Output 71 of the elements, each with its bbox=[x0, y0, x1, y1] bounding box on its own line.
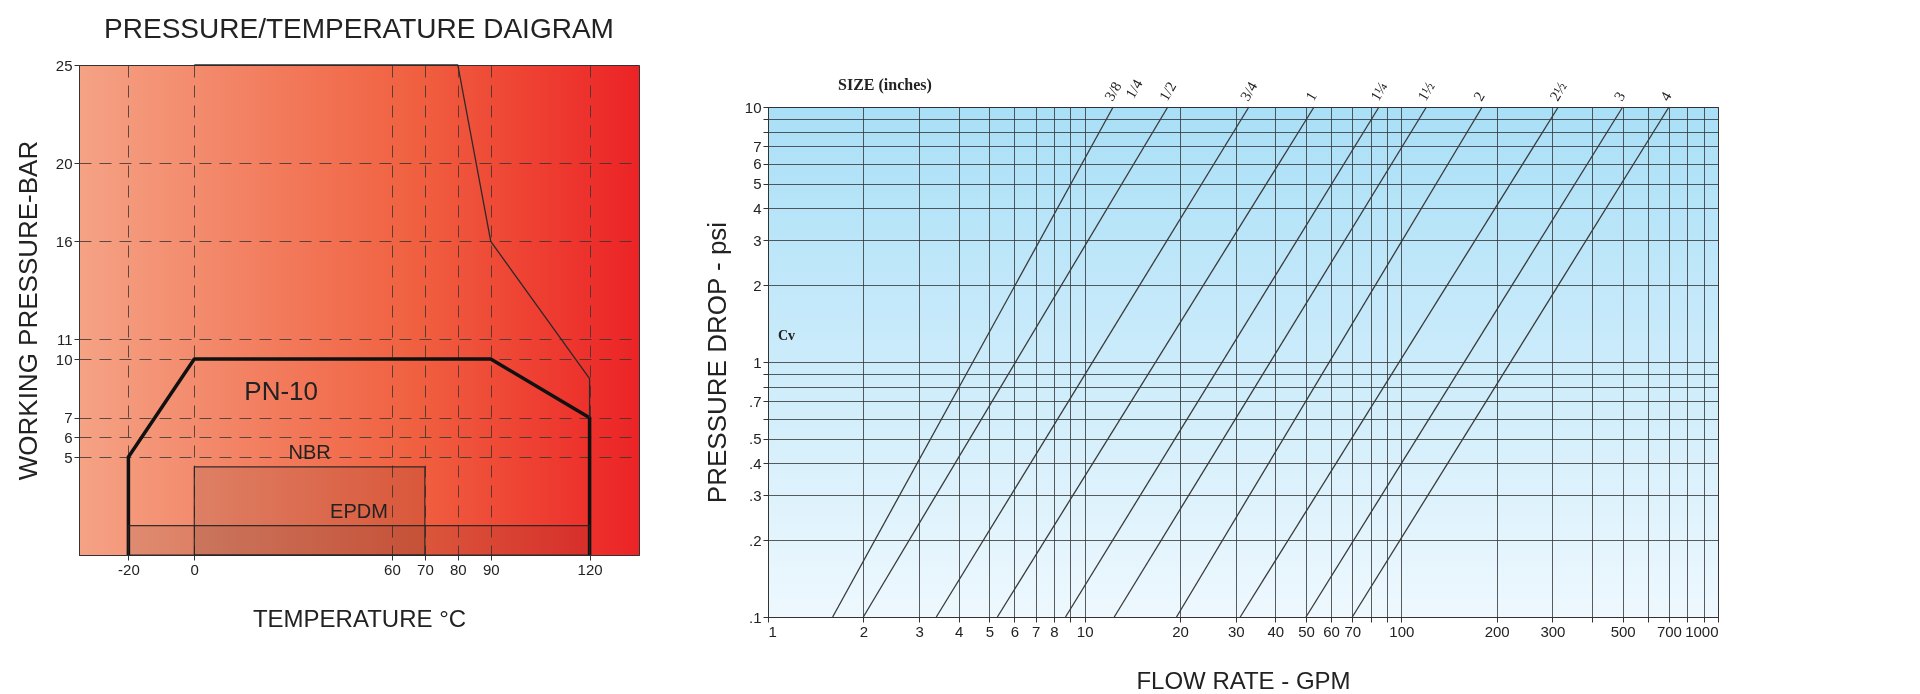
text: 1¼ bbox=[1367, 79, 1391, 104]
x-tick-label: 50 bbox=[1298, 622, 1315, 640]
x-tick-label: 10 bbox=[1076, 622, 1094, 640]
x-tick-label: 60 bbox=[384, 560, 401, 578]
x-tick-label: 1 bbox=[768, 622, 777, 640]
text: 3 bbox=[1610, 89, 1629, 104]
x-tick-label: 700 bbox=[1656, 622, 1682, 640]
text: 1 bbox=[1302, 89, 1320, 104]
x-tick-label: 70 bbox=[1344, 622, 1362, 640]
x-tick-label: 300 bbox=[1540, 622, 1566, 640]
x-tick-label: 100 bbox=[1389, 622, 1415, 640]
band-label: NBR bbox=[288, 440, 331, 463]
y-tick-label: 4 bbox=[753, 199, 762, 217]
band-label: EPDM bbox=[330, 499, 388, 522]
x-tick-label: 20 bbox=[1172, 622, 1189, 640]
x-tick-label: 2 bbox=[859, 622, 868, 640]
y-tick-label: 2 bbox=[753, 276, 762, 294]
x-tick-label: 40 bbox=[1267, 622, 1285, 640]
annotation: Cv bbox=[778, 328, 796, 343]
x-tick-label: 80 bbox=[449, 560, 467, 578]
y-tick-label: 1 bbox=[753, 353, 762, 371]
x-tick-label: 60 bbox=[1323, 622, 1340, 640]
y-tick-label: 25 bbox=[55, 56, 73, 74]
y-tick-label: .3 bbox=[748, 486, 762, 504]
y-tick-label: 11 bbox=[56, 330, 73, 348]
x-tick-label: 200 bbox=[1484, 622, 1510, 640]
y-tick-label: .2 bbox=[748, 531, 762, 549]
text: 3/8 bbox=[1101, 78, 1125, 104]
text: 1/2 bbox=[1155, 78, 1180, 104]
y-tick-label: .4 bbox=[748, 454, 762, 472]
y-tick-label: .1 bbox=[748, 608, 762, 626]
y-tick-label: 20 bbox=[55, 154, 73, 172]
text: 2 bbox=[1470, 89, 1488, 104]
x-axis-title: TEMPERATURE °C bbox=[252, 604, 467, 632]
y-tick-label: 3 bbox=[753, 231, 762, 249]
y-axis-title: PRESSURE DROP - psi bbox=[701, 221, 732, 504]
x-tick-label: 6 bbox=[1010, 622, 1020, 640]
y-tick-label: .7 bbox=[748, 393, 762, 410]
x-tick-label: 30 bbox=[1227, 622, 1245, 640]
text: 4 bbox=[1657, 88, 1675, 104]
y-axis-title: WORKING PRESSURE-BAR bbox=[12, 140, 43, 481]
series-label: PN-10 bbox=[244, 376, 318, 406]
x-tick-label: 70 bbox=[417, 560, 434, 578]
x-tick-label: 120 bbox=[577, 560, 603, 578]
text: SIZE (inches) bbox=[838, 76, 932, 94]
text: 3/4 bbox=[1237, 78, 1261, 104]
y-tick-label: 6 bbox=[753, 155, 762, 173]
x-axis-title: FLOW RATE - GPM bbox=[1136, 666, 1351, 694]
y-tick-label: 6 bbox=[64, 428, 73, 446]
x-tick-label: 1000 bbox=[1685, 622, 1719, 640]
y-tick-label: 7 bbox=[64, 409, 73, 427]
x-tick-label: 0 bbox=[190, 560, 199, 578]
y-tick-label: 16 bbox=[55, 232, 73, 250]
x-tick-label: 5 bbox=[985, 622, 995, 640]
x-tick-label: 90 bbox=[482, 560, 500, 578]
x-tick-label: 8 bbox=[1050, 622, 1059, 640]
y-tick-label: 10 bbox=[55, 350, 73, 368]
chart-title: PRESSURE/TEMPERATURE DAIGRAM bbox=[104, 13, 614, 44]
x-tick-label: -20 bbox=[118, 560, 140, 578]
x-tick-label: 4 bbox=[954, 622, 964, 640]
y-tick-label: 5 bbox=[753, 175, 762, 193]
text: 1½ bbox=[1414, 79, 1438, 104]
y-tick-label: 10 bbox=[744, 98, 762, 116]
y-tick-label: .5 bbox=[748, 430, 762, 448]
x-tick-label: 3 bbox=[915, 622, 924, 640]
text: 1/4 bbox=[1122, 75, 1146, 101]
y-tick-label: 7 bbox=[753, 138, 762, 155]
text: 2½ bbox=[1546, 79, 1570, 104]
x-tick-label: 7 bbox=[1031, 622, 1041, 640]
y-tick-label: 5 bbox=[64, 448, 73, 466]
x-tick-label: 500 bbox=[1610, 622, 1636, 640]
